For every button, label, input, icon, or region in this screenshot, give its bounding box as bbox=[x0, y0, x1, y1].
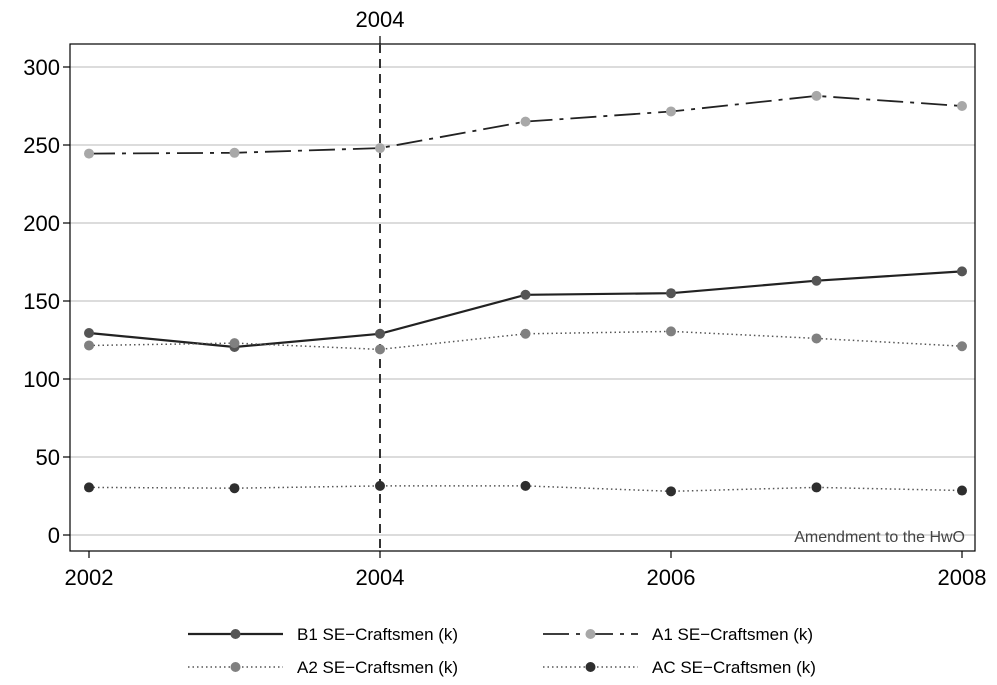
reference-line: 2004 bbox=[356, 7, 405, 551]
data-point bbox=[375, 480, 385, 491]
data-point bbox=[84, 148, 94, 159]
data-point bbox=[957, 341, 967, 352]
legend-marker bbox=[230, 662, 241, 672]
data-point bbox=[666, 486, 676, 497]
y-tick-label: 0 bbox=[48, 523, 60, 548]
data-point bbox=[520, 116, 531, 127]
data-point bbox=[84, 482, 94, 493]
y-tick-label: 200 bbox=[23, 211, 60, 236]
y-tick-label: 50 bbox=[36, 445, 60, 470]
annotation: Amendment to the HwO bbox=[794, 529, 965, 546]
data-point bbox=[229, 483, 240, 494]
data-point bbox=[229, 338, 240, 349]
gridlines bbox=[70, 66, 975, 536]
x-tick-label: 2004 bbox=[356, 565, 405, 590]
legend-label: B1 SE−Craftsmen (k) bbox=[297, 625, 458, 644]
y-tick-label: 250 bbox=[23, 133, 60, 158]
data-point bbox=[375, 328, 385, 339]
data-point bbox=[811, 482, 822, 493]
legend-marker bbox=[230, 629, 241, 639]
data-point bbox=[84, 340, 94, 351]
axes: 0 50 100 150 200 250 300 2002 2004 2006 2008 bbox=[23, 43, 987, 590]
data-point bbox=[229, 147, 240, 158]
data-point bbox=[520, 480, 531, 491]
legend: B1 SE−Craftsmen (k) A1 SE−Craftsmen (k) A2… bbox=[188, 625, 816, 677]
data-point bbox=[957, 485, 967, 496]
y-tick-label: 150 bbox=[23, 289, 60, 314]
data-point bbox=[666, 288, 676, 299]
data-point bbox=[666, 106, 676, 117]
data-point bbox=[520, 289, 531, 300]
legend-label: AC SE−Craftsmen (k) bbox=[652, 658, 816, 677]
vline-label: 2004 bbox=[356, 7, 405, 32]
data-point bbox=[811, 275, 822, 286]
y-tick-label: 300 bbox=[23, 55, 60, 80]
legend-label: A2 SE−Craftsmen (k) bbox=[297, 658, 458, 677]
plot-frame bbox=[69, 43, 976, 552]
data-point bbox=[666, 326, 676, 337]
data-point bbox=[957, 266, 967, 277]
data-point bbox=[375, 344, 385, 355]
legend-label: A1 SE−Craftsmen (k) bbox=[652, 625, 813, 644]
y-tick-label: 100 bbox=[23, 367, 60, 392]
data-point bbox=[375, 143, 385, 154]
series-group bbox=[84, 90, 967, 497]
legend-marker bbox=[585, 629, 596, 639]
data-point bbox=[957, 101, 967, 111]
x-tick-label: 2006 bbox=[647, 565, 696, 590]
x-tick-label: 2008 bbox=[938, 565, 987, 590]
data-point bbox=[811, 90, 822, 101]
legend-marker bbox=[585, 662, 596, 672]
x-tick-label: 2002 bbox=[65, 565, 114, 590]
data-point bbox=[84, 327, 94, 338]
data-point bbox=[811, 333, 822, 344]
data-point bbox=[520, 328, 531, 339]
